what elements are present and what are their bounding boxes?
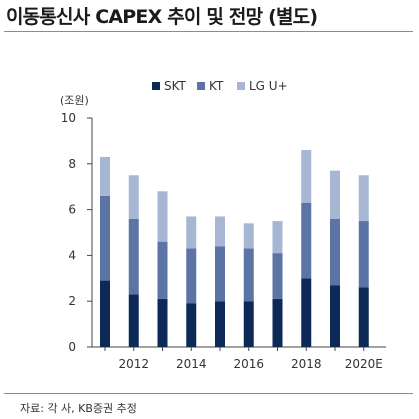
x-tick-label: 2020E [345, 357, 383, 371]
bar-lg-u-2016 [243, 223, 254, 249]
x-tick-label: 2016 [233, 357, 264, 371]
legend-label-lg-u: LG U+ [249, 79, 288, 93]
bar-skt-2015 [215, 301, 225, 347]
bar-kt-2011 [100, 195, 110, 281]
x-tick-label: 2014 [176, 357, 207, 371]
bar-lg-u-2011 [100, 156, 110, 196]
legend-label-kt: KT [209, 79, 224, 93]
legend-swatch-lg-u [237, 82, 245, 90]
bar-kt-2020e [358, 221, 369, 288]
y-tick-label: 4 [68, 248, 76, 262]
bar-lg-u-2020e [358, 175, 369, 222]
legend-swatch-kt [197, 82, 205, 90]
bar-skt-2017 [272, 298, 283, 347]
y-tick-label: 8 [68, 157, 76, 171]
bar-kt-2019 [330, 218, 340, 286]
source-divider [4, 393, 413, 394]
bar-skt-2014 [186, 303, 197, 347]
chart-title: 이동통신사 CAPEX 추이 및 전망 (별도) [6, 6, 318, 28]
bar-skt-2016 [243, 301, 254, 347]
bar-skt-2011 [100, 280, 110, 347]
bar-lg-u-2018 [301, 150, 312, 203]
legend-swatch-skt [152, 82, 160, 90]
bar-kt-2017 [272, 253, 283, 299]
bar-lg-u-2015 [215, 216, 225, 247]
legend: SKT KT LG U+ [152, 79, 288, 93]
bar-kt-2012 [128, 218, 139, 295]
legend-label-skt: SKT [164, 79, 187, 93]
y-axis: 0 2 4 6 8 10 [61, 111, 93, 354]
bar-skt-2020e [358, 287, 369, 347]
bar-kt-2013 [157, 241, 168, 299]
source-note: 자료: 각 사, KB증권 추정 [20, 402, 137, 415]
bar-kt-2018 [301, 202, 312, 279]
bar-skt-2012 [128, 294, 139, 347]
x-tick-label: 2018 [291, 357, 322, 371]
y-axis-unit-label: (조원) [60, 94, 89, 107]
x-axis: 2012 2014 2016 2018 2020E [92, 346, 387, 371]
bar-skt-2018 [301, 278, 312, 347]
bar-lg-u-2014 [186, 216, 197, 249]
bar-lg-u-2017 [272, 221, 283, 254]
chart-area: SKT KT LG U+ (조원) 0 2 4 6 8 10 2012 2014 2016 2018… [60, 79, 387, 371]
bar-kt-2016 [243, 248, 254, 302]
bar-kt-2014 [186, 248, 197, 304]
y-tick-label: 0 [68, 340, 76, 354]
bar-lg-u-2012 [128, 175, 139, 219]
bar-skt-2019 [330, 285, 340, 347]
bar-kt-2015 [215, 246, 225, 302]
bar-series [100, 150, 369, 347]
y-tick-label: 10 [61, 111, 76, 125]
x-tick-label: 2012 [118, 357, 149, 371]
bar-lg-u-2019 [330, 170, 340, 219]
title-divider [4, 31, 413, 32]
bar-lg-u-2013 [157, 191, 168, 242]
y-tick-label: 6 [68, 203, 76, 217]
bar-skt-2013 [157, 298, 168, 347]
y-tick-label: 2 [68, 294, 76, 308]
